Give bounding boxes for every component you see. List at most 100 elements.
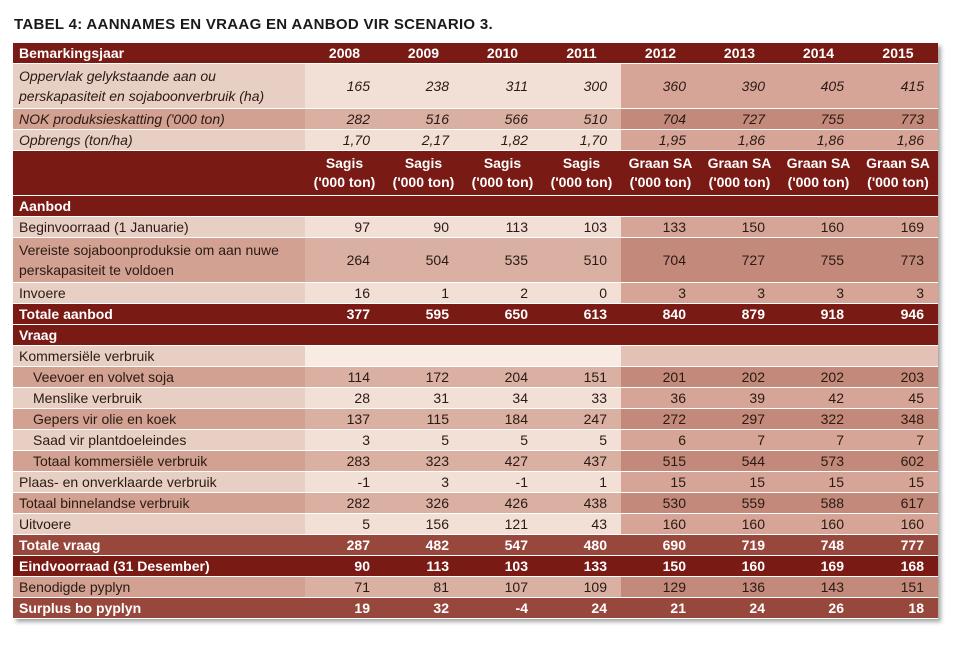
value-cell: 547 — [463, 534, 542, 556]
value-cell: 438 — [542, 492, 621, 514]
value-cell: 172 — [384, 366, 463, 388]
value-cell: 773 — [858, 237, 938, 283]
unit-cell: Graan SA ('000 ton) — [621, 150, 700, 196]
assumption-row: NOK produksieskatting ('000 ton) 282 516 56… — [13, 108, 938, 130]
value-cell: 264 — [305, 237, 384, 283]
unit-measure: ('000 ton) — [787, 174, 850, 190]
value-cell: 617 — [858, 492, 938, 514]
row-label: Opbrengs (ton/ha) — [13, 129, 305, 151]
row-label: Oppervlak gelykstaande aan ou perskapasi… — [13, 63, 305, 109]
value-cell: 3 — [621, 282, 700, 304]
row-label: Benodigde pyplyn — [13, 576, 305, 598]
value-cell: 129 — [621, 576, 700, 598]
header-row: Bemarkingsjaar 2008 2009 2010 2011 2012 2013 20… — [13, 43, 938, 64]
value-cell: 727 — [700, 108, 779, 130]
header-label: Bemarkingsjaar — [13, 43, 305, 64]
value-cell: 516 — [384, 108, 463, 130]
value-cell: 322 — [779, 408, 858, 430]
value-cell: 755 — [779, 108, 858, 130]
value-cell: 755 — [779, 237, 858, 283]
value-cell: 113 — [384, 555, 463, 577]
value-cell: 480 — [542, 534, 621, 556]
value-cell: 1,95 — [621, 129, 700, 151]
supply-row: Beginvoorraad (1 Januarie) 97 90 113 103 133 1… — [13, 216, 938, 238]
value-cell — [463, 345, 542, 367]
unit-cell: Sagis ('000 ton) — [305, 150, 384, 196]
row-label: Totale vraag — [13, 534, 305, 556]
value-cell: 103 — [542, 216, 621, 238]
unit-measure: ('000 ton) — [550, 174, 613, 190]
value-cell: 33 — [542, 387, 621, 409]
value-cell: 113 — [463, 216, 542, 238]
value-cell: 7 — [779, 429, 858, 451]
unit-source: Graan SA — [707, 155, 772, 171]
value-cell: 482 — [384, 534, 463, 556]
value-cell: 201 — [621, 366, 700, 388]
value-cell: 21 — [621, 597, 700, 619]
value-cell: 121 — [463, 513, 542, 535]
value-cell: 283 — [305, 450, 384, 472]
value-cell: 43 — [542, 513, 621, 535]
value-cell: 169 — [858, 216, 938, 238]
value-cell: 650 — [463, 303, 542, 325]
row-label: Vereiste sojaboonproduksie om aan nuwe p… — [13, 237, 305, 283]
value-cell: 390 — [700, 63, 779, 109]
value-cell: 1,82 — [463, 129, 542, 151]
value-cell: 184 — [463, 408, 542, 430]
value-cell: 297 — [700, 408, 779, 430]
value-cell: 510 — [542, 237, 621, 283]
unit-cell: Sagis ('000 ton) — [542, 150, 621, 196]
value-cell: 773 — [858, 108, 938, 130]
value-cell: 348 — [858, 408, 938, 430]
value-cell: 160 — [621, 513, 700, 535]
scenario-table: Bemarkingsjaar 2008 2009 2010 2011 2012 2013 20… — [13, 43, 938, 619]
unit-measure: ('000 ton) — [629, 174, 692, 190]
value-cell: 504 — [384, 237, 463, 283]
demand-total-row: Totale vraag 287 482 547 480 690 719 748 777 — [13, 534, 938, 556]
value-cell: 7 — [858, 429, 938, 451]
value-cell: 165 — [305, 63, 384, 109]
row-label: Veevoer en volvet soja — [13, 366, 305, 388]
value-cell: 719 — [700, 534, 779, 556]
row-label: Surplus bo pyplyn — [13, 597, 305, 619]
value-cell: 203 — [858, 366, 938, 388]
value-cell: 16 — [305, 282, 384, 304]
value-cell — [858, 345, 938, 367]
value-cell: 143 — [779, 576, 858, 598]
value-cell: 323 — [384, 450, 463, 472]
data-table-container: Bemarkingsjaar 2008 2009 2010 2011 2012 2013 20… — [13, 43, 938, 619]
value-cell: 97 — [305, 216, 384, 238]
value-cell: 3 — [779, 282, 858, 304]
value-cell: 287 — [305, 534, 384, 556]
value-cell: 150 — [621, 555, 700, 577]
table-title: TABEL 4: AANNAMES EN VRAAG EN AANBOD VIR… — [14, 16, 493, 33]
year-header: 2009 — [384, 43, 463, 64]
year-header: 2008 — [305, 43, 384, 64]
unit-measure: ('000 ton) — [708, 174, 771, 190]
value-cell — [384, 345, 463, 367]
value-cell: 426 — [463, 492, 542, 514]
value-cell: 2,17 — [384, 129, 463, 151]
value-cell: 204 — [463, 366, 542, 388]
value-cell: 137 — [305, 408, 384, 430]
value-cell: 311 — [463, 63, 542, 109]
value-cell: 90 — [305, 555, 384, 577]
value-cell: 150 — [700, 216, 779, 238]
value-cell: 103 — [463, 555, 542, 577]
supply-row: Vereiste sojaboonproduksie om aan nuwe p… — [13, 237, 938, 283]
assumption-row: Oppervlak gelykstaande aan ou perskapasi… — [13, 63, 938, 109]
value-cell: 602 — [858, 450, 938, 472]
value-cell: 1,70 — [542, 129, 621, 151]
value-cell: 6 — [621, 429, 700, 451]
row-label: Kommersiële verbruik — [13, 345, 305, 367]
demand-row: Plaas- en onverklaarde verbruik -1 3 -1 1 15 1… — [13, 471, 938, 493]
row-label: Totaal kommersiële verbruik — [13, 450, 305, 472]
section-label: Aanbod — [13, 195, 938, 217]
value-cell: 515 — [621, 450, 700, 472]
supply-row: Invoere 16 1 2 0 3 3 3 3 — [13, 282, 938, 304]
value-cell: 3 — [305, 429, 384, 451]
value-cell: 114 — [305, 366, 384, 388]
value-cell: 704 — [621, 237, 700, 283]
row-label: NOK produksieskatting ('000 ton) — [13, 108, 305, 130]
value-cell: 3 — [700, 282, 779, 304]
